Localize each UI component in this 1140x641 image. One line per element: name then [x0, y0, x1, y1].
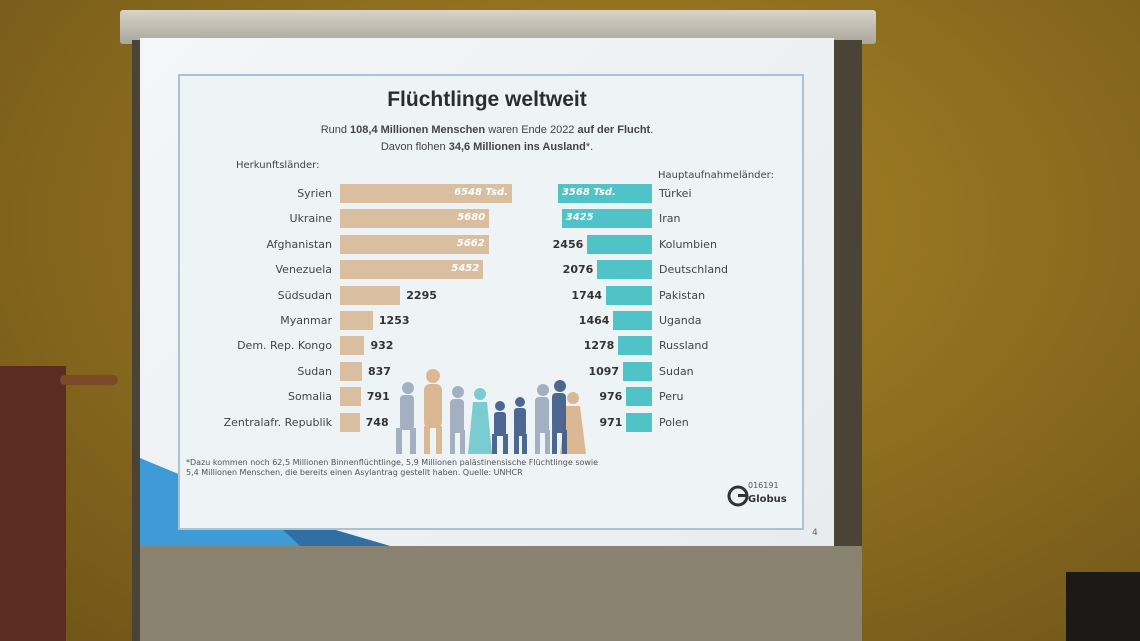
origin-country-value: 5662 [456, 237, 485, 249]
page-number: 4 [812, 528, 818, 538]
host-country-label: Iran [659, 212, 681, 226]
origin-country-bar [340, 336, 365, 356]
origin-country-bar [340, 361, 362, 381]
host-country-bar [597, 260, 652, 280]
logo-name: Globus [748, 494, 787, 505]
footnote: *Dazu kommen noch 62,5 Millionen Binnenf… [186, 458, 599, 477]
projected-slide: Flüchtlinge weltweit Rund 108,4 Millione… [140, 38, 834, 546]
host-country-bar [626, 412, 652, 432]
host-country-bar [558, 184, 652, 203]
origin-country-value: 5680 [457, 212, 486, 224]
host-country-bar [626, 387, 652, 407]
chart-title: Flüchtlinge weltweit [387, 88, 587, 111]
origin-country-bar [340, 260, 484, 280]
origin-country-bar [340, 412, 360, 432]
host-country-value: 2456 [552, 237, 584, 251]
host-country-value: 1097 [588, 364, 620, 378]
host-country-value: 1744 [571, 288, 603, 302]
host-country-value: 1278 [583, 339, 615, 353]
origin-country-bar [340, 184, 512, 203]
origin-country-value: 5452 [451, 263, 480, 275]
host-country-value: 2076 [562, 263, 594, 277]
origin-country-label: Sudan [297, 364, 332, 378]
origin-country-label: Syrien [297, 187, 332, 200]
origin-country-value: 837 [367, 364, 391, 378]
origin-country-value: 6548 Tsd. [454, 187, 508, 198]
origin-country-label: Venezuela [275, 263, 333, 277]
subtitle-line-1: Rund 108,4 Millionen Menschen waren Ende… [320, 124, 654, 136]
subtitle-line-2: Davon flohen 34,6 Millionen ins Ausland*… [380, 141, 594, 153]
left-chart-heading: Herkunftsländer: [236, 160, 320, 171]
origin-country-label: Myanmar [280, 314, 332, 327]
logo-number: 016191 [748, 481, 779, 490]
origin-country-value: 1253 [378, 314, 410, 327]
host-country-value: 976 [599, 390, 623, 404]
host-country-value: 3568 Tsd. [562, 187, 616, 198]
origin-country-label: Zentralafr. Republik [223, 415, 332, 429]
host-country-bar [618, 336, 652, 356]
origin-country-bar [340, 311, 373, 330]
host-country-value: 1464 [578, 314, 610, 327]
host-country-bar [613, 311, 652, 330]
host-country-label: Russland [659, 339, 709, 353]
host-country-bar [587, 234, 652, 254]
host-country-value: 3425 [565, 212, 594, 224]
origin-country-bar [340, 387, 361, 407]
origin-country-bar [340, 209, 490, 229]
origin-country-label: Ukraine [289, 212, 332, 226]
origin-country-label: Afghanistan [266, 237, 332, 251]
origin-country-bar [340, 285, 401, 305]
host-country-label: Sudan [659, 364, 694, 378]
host-country-label: Pakistan [659, 288, 706, 302]
origin-country-value: 932 [370, 339, 394, 353]
origin-country-label: Dem. Rep. Kongo [237, 339, 332, 353]
origin-country-bar [340, 234, 489, 254]
host-country-label: Kolumbien [659, 237, 717, 251]
refugees-silhouette-illustration [396, 369, 586, 454]
host-country-label: Deutschland [659, 263, 729, 277]
host-country-bar [606, 285, 652, 305]
tapestry-pole [60, 375, 118, 385]
host-country-value: 971 [599, 415, 623, 429]
wall-tapestry [0, 366, 66, 641]
host-country-bar [561, 209, 652, 229]
origin-country-label: Somalia [287, 390, 332, 404]
origin-country-value: 791 [366, 390, 390, 404]
screen-lower-area [140, 546, 862, 641]
right-chart-heading: Hauptaufnahmeländer: [658, 170, 774, 181]
origin-country-value: 748 [365, 415, 389, 429]
host-country-label: Peru [659, 390, 684, 404]
origin-country-label: Südsudan [277, 288, 332, 302]
host-country-bar [623, 361, 652, 381]
origin-country-value: 2295 [406, 288, 437, 302]
host-country-label: Türkei [659, 187, 692, 200]
host-country-label: Polen [659, 415, 689, 429]
host-country-label: Uganda [659, 314, 702, 327]
globus-logo-icon [727, 485, 749, 507]
speaker [1066, 572, 1140, 641]
